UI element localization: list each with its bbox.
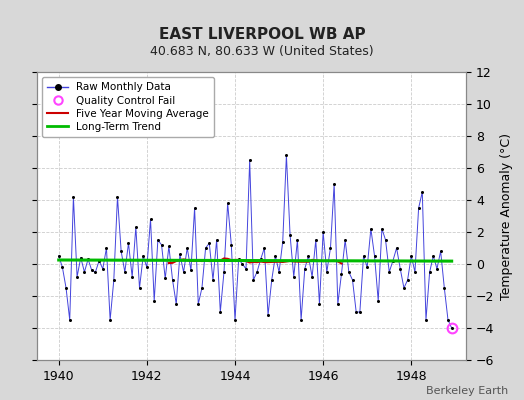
Text: 40.683 N, 80.633 W (United States): 40.683 N, 80.633 W (United States)	[150, 45, 374, 58]
Text: EAST LIVERPOOL WB AP: EAST LIVERPOOL WB AP	[159, 27, 365, 42]
Legend: Raw Monthly Data, Quality Control Fail, Five Year Moving Average, Long-Term Tren: Raw Monthly Data, Quality Control Fail, …	[42, 77, 214, 137]
Text: Berkeley Earth: Berkeley Earth	[426, 386, 508, 396]
Y-axis label: Temperature Anomaly (°C): Temperature Anomaly (°C)	[500, 132, 513, 300]
